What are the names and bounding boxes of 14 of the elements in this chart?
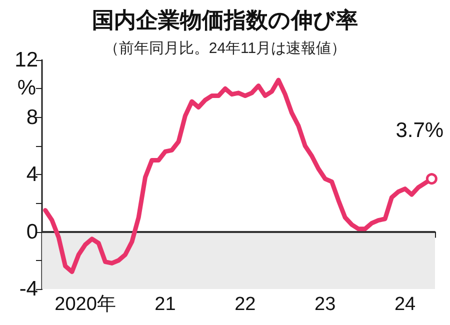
x-tick-label: 23	[314, 294, 336, 315]
chart-title: 国内企業物価指数の伸び率	[92, 8, 358, 32]
y-tick-label: 0	[26, 220, 38, 244]
x-tick-label: 24	[394, 294, 416, 315]
y-tick-label: 4	[26, 163, 38, 186]
x-tick-label: 2020年	[54, 294, 116, 315]
y-tick-label: 8	[26, 106, 38, 129]
y-axis-title: %	[17, 76, 36, 100]
data-label: 3.7%	[396, 119, 444, 142]
x-tick-label: 21	[154, 294, 176, 315]
chart-subtitle: （前年同月比。24年11月は速報値）	[104, 40, 346, 57]
y-tick-label: -4	[19, 278, 38, 300]
x-tick-label: 22	[234, 294, 256, 315]
y-tick-label: 12	[14, 48, 38, 72]
